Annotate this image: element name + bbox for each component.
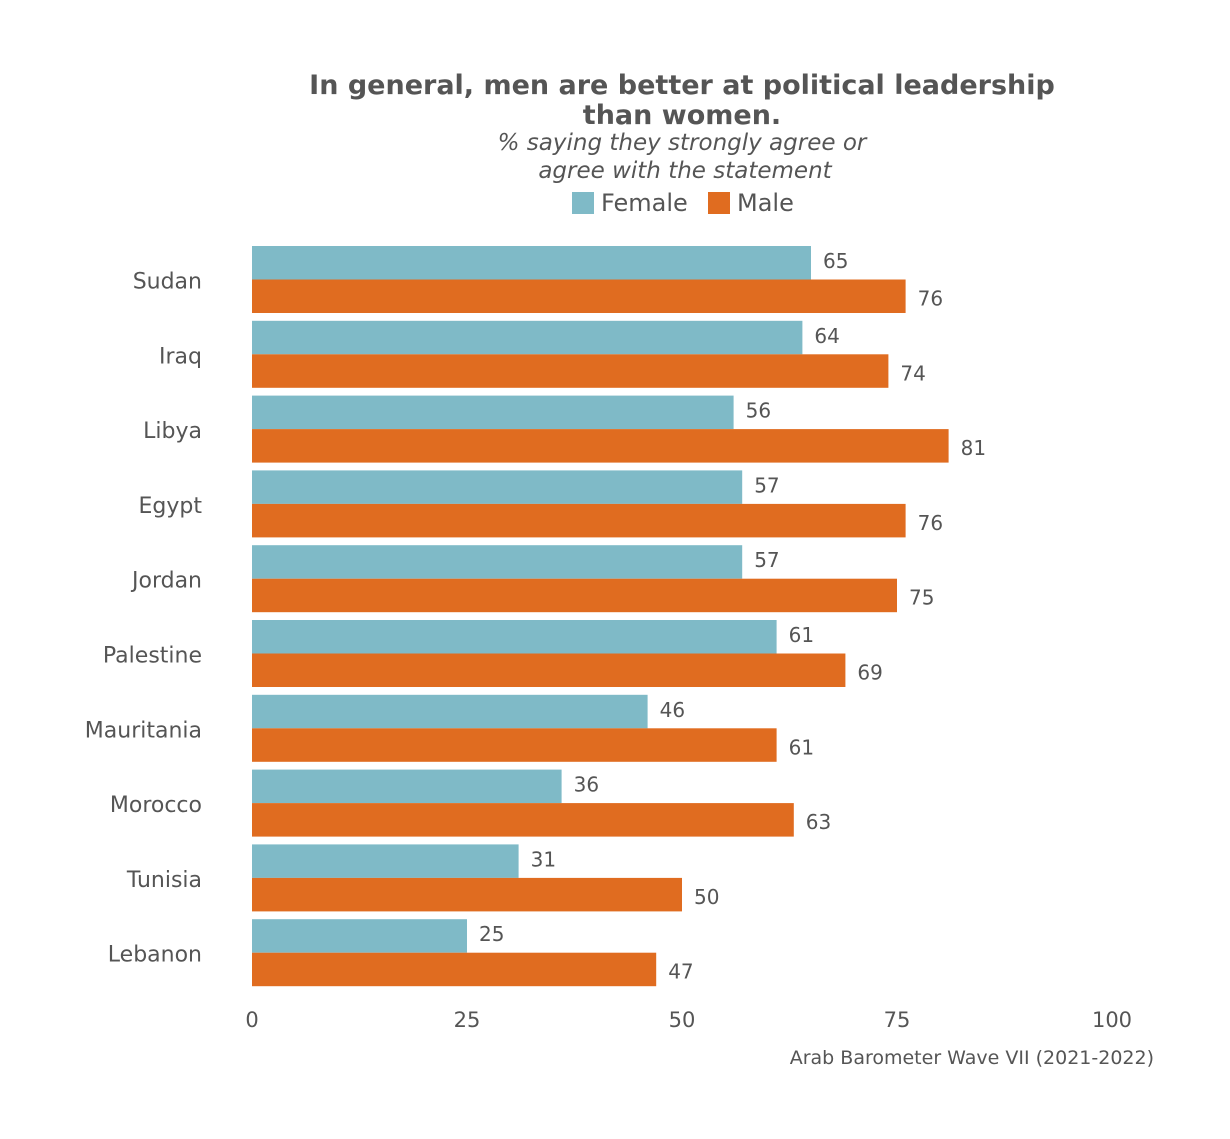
y-label-tunisia: Tunisia [126, 868, 202, 893]
bar-tunisia-female [252, 844, 519, 878]
chart-title: In general, men are better at political … [309, 70, 1055, 131]
value-label-egypt-female: 57 [754, 473, 779, 497]
legend: Female Male [572, 189, 794, 217]
bar-egypt-female [252, 470, 743, 504]
y-axis-labels: Sudan Iraq Libya Egypt Jordan Palestine Maurit… [85, 270, 203, 968]
x-tick-label-75: 75 [884, 1008, 911, 1032]
chart-subtitle-line-1: % saying they strongly agree or [498, 130, 868, 156]
value-label-libya-female: 56 [746, 399, 771, 423]
legend-swatch-male [708, 192, 730, 214]
value-label-libya-male: 81 [961, 436, 986, 460]
x-axis-ticks: 0 25 50 75 100 [245, 1008, 1132, 1032]
y-label-lebanon: Lebanon [108, 943, 202, 968]
legend-swatch-female [572, 192, 594, 214]
value-label-lebanon-female: 25 [479, 922, 504, 946]
y-label-morocco: Morocco [110, 793, 202, 818]
x-tick-label-0: 0 [245, 1008, 258, 1032]
bar-palestine-female [252, 620, 777, 654]
bar-libya-female [252, 395, 734, 430]
bar-lebanon-male [252, 952, 657, 987]
bar-morocco-male [252, 803, 794, 837]
legend-label-male: Male [737, 189, 794, 217]
value-label-morocco-male: 63 [806, 810, 831, 834]
value-label-mauritania-male: 61 [789, 735, 814, 759]
bar-tunisia-male [252, 877, 682, 912]
value-label-tunisia-female: 31 [531, 847, 556, 871]
bar-iraq-male [252, 354, 889, 388]
value-label-morocco-female: 36 [574, 773, 599, 797]
value-label-palestine-male: 69 [857, 661, 882, 685]
bar-morocco-female [252, 769, 562, 804]
chart-subtitle: % saying they strongly agree or agree wi… [498, 130, 868, 184]
legend-label-female: Female [601, 189, 688, 217]
bars [252, 246, 949, 987]
value-label-sudan-male: 76 [918, 287, 943, 311]
y-label-palestine: Palestine [103, 644, 202, 669]
y-label-iraq: Iraq [159, 344, 202, 369]
bar-jordan-female [252, 545, 743, 579]
value-label-tunisia-male: 50 [694, 885, 719, 909]
chart-title-line-2: than women. [583, 100, 781, 131]
value-label-palestine-female: 61 [789, 623, 814, 647]
bar-iraq-female [252, 320, 803, 355]
value-label-jordan-female: 57 [754, 548, 779, 572]
chart-title-line-1: In general, men are better at political … [309, 70, 1055, 101]
bar-lebanon-female [252, 919, 467, 953]
x-tick-label-50: 50 [669, 1008, 696, 1032]
value-label-jordan-male: 75 [909, 586, 934, 610]
value-label-iraq-female: 64 [814, 324, 839, 348]
value-labels: 65 76 64 74 56 81 57 76 57 75 61 69 46 61 36 63 31 50 25 47 [479, 249, 986, 984]
value-label-lebanon-male: 47 [668, 960, 693, 984]
bar-egypt-male [252, 503, 906, 538]
y-label-sudan: Sudan [133, 270, 202, 295]
value-label-egypt-male: 76 [918, 511, 943, 535]
bar-jordan-male [252, 578, 897, 613]
y-label-libya: Libya [143, 419, 202, 444]
bar-libya-male [252, 429, 949, 463]
y-label-mauritania: Mauritania [85, 718, 202, 743]
value-label-sudan-female: 65 [823, 249, 848, 273]
bar-sudan-male [252, 279, 906, 313]
value-label-mauritania-female: 46 [660, 698, 685, 722]
x-tick-label-100: 100 [1092, 1008, 1132, 1032]
y-label-jordan: Jordan [130, 569, 202, 594]
chart-subtitle-line-2: agree with the statement [538, 158, 832, 184]
x-tick-label-25: 25 [454, 1008, 481, 1032]
y-label-egypt: Egypt [139, 494, 203, 519]
bar-mauritania-female [252, 694, 648, 729]
value-label-iraq-male: 74 [900, 361, 925, 385]
bar-mauritania-male [252, 728, 777, 762]
bar-palestine-male [252, 653, 846, 687]
chart-caption: Arab Barometer Wave VII (2021-2022) [790, 1047, 1154, 1069]
bar-sudan-female [252, 246, 811, 280]
